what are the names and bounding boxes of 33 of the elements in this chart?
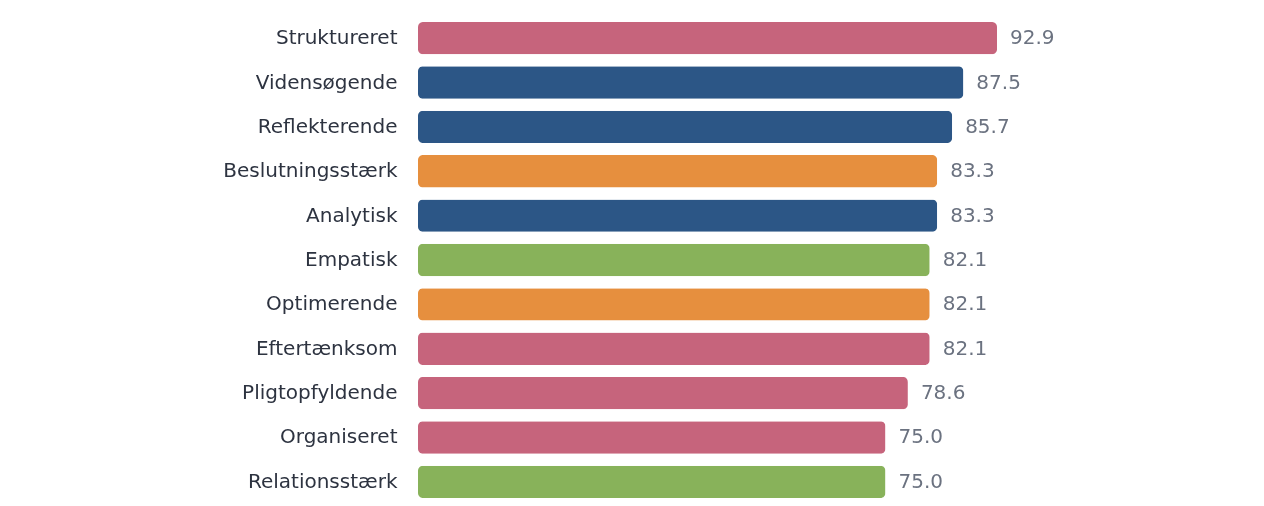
bar (418, 288, 930, 321)
data-label: 83.3 (950, 158, 995, 183)
bar (418, 110, 953, 144)
y-tick-label: Eftertænksom (255, 335, 398, 360)
bar (418, 465, 886, 499)
y-tick-label: Analytisk (306, 202, 398, 227)
bar (418, 199, 938, 232)
bar (418, 332, 930, 365)
y-tick-label: Optimerende (266, 291, 398, 316)
data-label: 82.1 (942, 291, 988, 316)
y-tick-label: Vidensøgende (255, 69, 398, 94)
y-tick-label: Struktureret (275, 25, 398, 50)
y-tick-label: Empatisk (305, 247, 398, 271)
bar (418, 243, 930, 277)
y-tick-label: Reflekterende (257, 113, 398, 138)
y-tick-label: Organiseret (280, 424, 398, 449)
bar (418, 66, 964, 99)
data-label: 82.1 (942, 335, 988, 360)
data-label: 82.1 (942, 247, 988, 271)
data-label: 87.5 (976, 69, 1021, 94)
bar (418, 21, 997, 55)
data-label: 78.6 (920, 380, 966, 405)
y-tick-label: Beslutningsstærk (223, 158, 398, 183)
bar (418, 421, 886, 454)
bar (418, 376, 908, 410)
y-tick-label: Pligtopfyldende (242, 380, 398, 405)
bar (418, 155, 938, 188)
y-tick-label: Relationsstærk (247, 468, 398, 493)
data-label: 75.0 (898, 424, 943, 449)
data-label: 75.0 (898, 468, 943, 493)
data-label: 92.9 (1010, 25, 1055, 50)
data-label: 85.7 (965, 113, 1010, 138)
data-label: 83.3 (950, 202, 995, 227)
